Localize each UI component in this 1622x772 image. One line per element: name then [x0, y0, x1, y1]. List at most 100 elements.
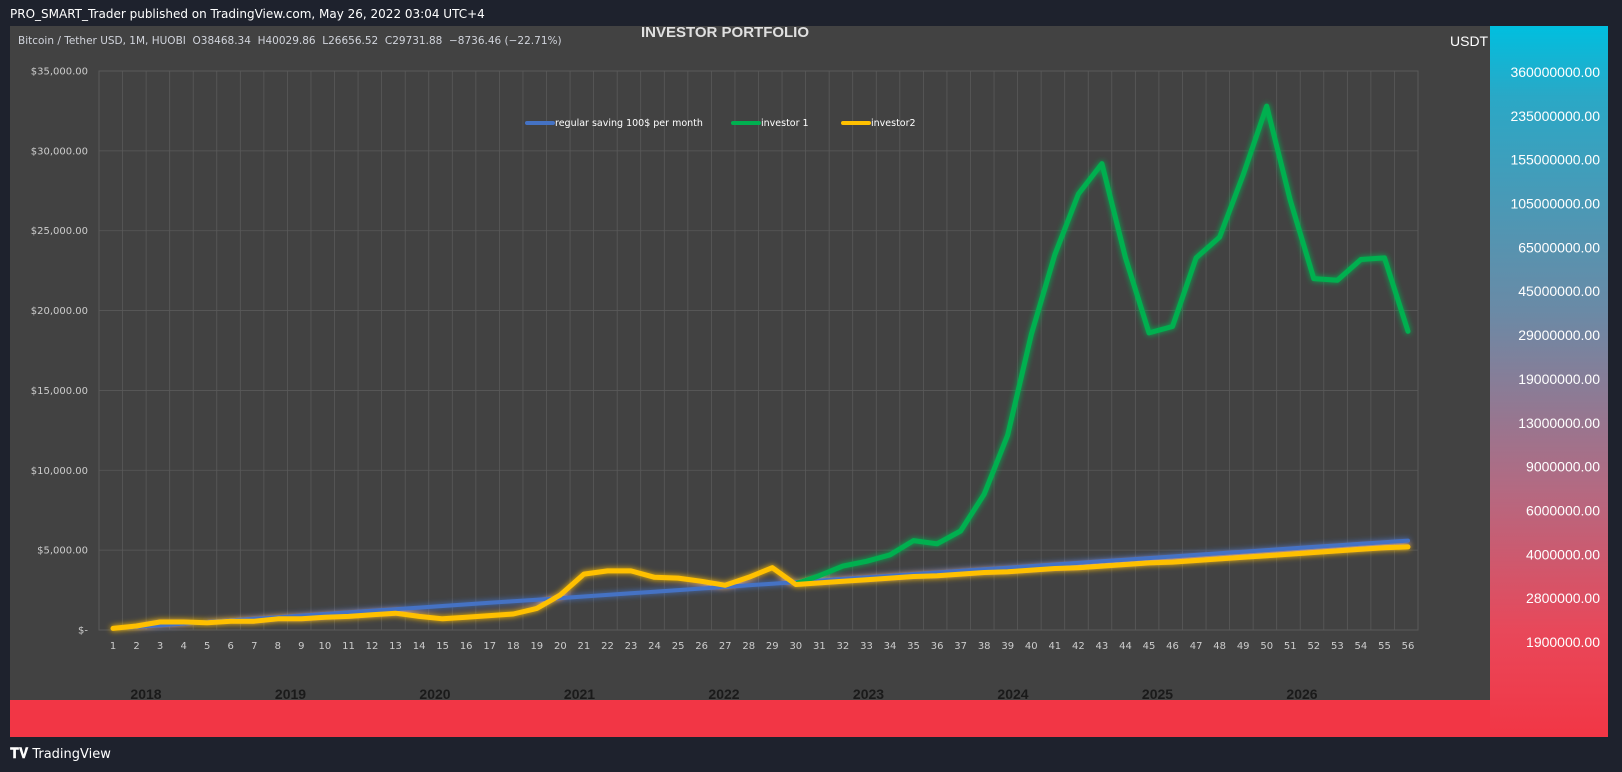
x-tick-label: 23 — [625, 641, 638, 652]
x-tick-label: 3 — [157, 641, 163, 652]
x-tick-label: 12 — [366, 641, 379, 652]
legend-label-3: investor2 — [871, 118, 916, 129]
x-tick-label: 33 — [860, 641, 873, 652]
x-tick-label: 18 — [507, 641, 520, 652]
x-tick-label: 41 — [1048, 641, 1061, 652]
right-axis-label: 105000000.00 — [1510, 196, 1600, 212]
x-tick-label: 48 — [1213, 641, 1226, 652]
chart-svg: $35,000.00 $30,000.00 $25,000.00 $20,000.00… — [18, 26, 1600, 702]
right-axis-label: 360000000.00 — [1510, 64, 1600, 80]
x-tick-label: 14 — [413, 641, 426, 652]
x-tick-label: 47 — [1190, 641, 1203, 652]
x-tick-label: 15 — [436, 641, 449, 652]
x-tick-label: 10 — [319, 641, 332, 652]
y-tick-label: $35,000.00 — [31, 67, 88, 78]
x-tick-label: 29 — [766, 641, 779, 652]
y-tick-label: $20,000.00 — [31, 306, 88, 317]
right-axis-label: 2800000.00 — [1526, 590, 1600, 606]
x-tick-label: 49 — [1237, 641, 1250, 652]
right-axis-label: 29000000.00 — [1518, 327, 1600, 343]
x-tick-label: 32 — [837, 641, 850, 652]
year-label: 2025 — [1142, 686, 1173, 702]
x-tick-label: 52 — [1307, 641, 1320, 652]
price-scale[interactable] — [1490, 26, 1608, 737]
year-label: 2024 — [997, 686, 1028, 702]
x-tick-label: 53 — [1331, 641, 1344, 652]
x-tick-label: 50 — [1260, 641, 1273, 652]
x-tick-label: 25 — [672, 641, 685, 652]
x-tick-label: 19 — [530, 641, 543, 652]
plot-area[interactable] — [10, 26, 1490, 700]
year-band — [10, 700, 1490, 737]
x-tick-label: 54 — [1355, 641, 1368, 652]
tradingview-logo-icon: 𝐓𝐕 — [10, 746, 29, 762]
x-tick-label: 56 — [1402, 641, 1415, 652]
x-tick-label: 31 — [813, 641, 826, 652]
x-tick-label: 13 — [389, 641, 402, 652]
year-label: 2023 — [853, 686, 884, 702]
x-tick-label: 1 — [110, 641, 116, 652]
series-line-3 — [110, 544, 1411, 631]
x-tick-label: 16 — [460, 641, 473, 652]
year-label: 2020 — [419, 686, 450, 702]
right-axis-label: 19000000.00 — [1518, 371, 1600, 387]
right-axis-label: 1900000.00 — [1526, 634, 1600, 650]
x-tick-label: 34 — [884, 641, 897, 652]
y-tick-label: $- — [78, 626, 88, 637]
x-tick-label: 55 — [1378, 641, 1391, 652]
y-tick-label: $30,000.00 — [31, 146, 88, 157]
x-tick-label: 28 — [742, 641, 755, 652]
chart-title: INVESTOR PORTFOLIO — [641, 26, 809, 41]
legend-label-1: regular saving 100$ per month — [555, 118, 703, 129]
series-line-1 — [111, 538, 1410, 631]
right-axis-label: 4000000.00 — [1526, 546, 1600, 562]
x-tick-label: 9 — [298, 641, 304, 652]
right-axis-label: 45000000.00 — [1518, 283, 1600, 299]
symbol-line: Bitcoin / Tether USD, 1M, HUOBI O38468.3… — [18, 35, 562, 47]
x-tick-label: 20 — [554, 641, 567, 652]
x-tick-label: 30 — [789, 641, 802, 652]
x-tick-label: 35 — [907, 641, 920, 652]
y-tick-label: $10,000.00 — [31, 466, 88, 477]
tradingview-footer[interactable]: 𝐓𝐕 TradingView — [10, 742, 111, 766]
x-tick-label: 17 — [483, 641, 496, 652]
right-axis-label: 9000000.00 — [1526, 459, 1600, 475]
right-axis-title: USDT — [1450, 33, 1489, 49]
x-tick-label: 21 — [578, 641, 591, 652]
y-tick-label: $15,000.00 — [31, 386, 88, 397]
x-tick-label: 4 — [180, 641, 186, 652]
plot-border — [98, 70, 1419, 631]
chart-frame: $35,000.00 $30,000.00 $25,000.00 $20,000.00… — [10, 26, 1608, 737]
y-tick-label: $5,000.00 — [37, 546, 88, 557]
x-tick-label: 51 — [1284, 641, 1297, 652]
x-tick-label: 36 — [931, 641, 944, 652]
y-tick-label: $25,000.00 — [31, 226, 88, 237]
x-tick-label: 8 — [275, 641, 281, 652]
right-axis-label: 235000000.00 — [1510, 108, 1600, 124]
right-axis-label: 13000000.00 — [1518, 415, 1600, 431]
x-tick-label: 44 — [1119, 641, 1132, 652]
x-tick-label: 46 — [1166, 641, 1179, 652]
x-tick-label: 7 — [251, 641, 257, 652]
x-tick-label: 24 — [648, 641, 661, 652]
x-tick-label: 22 — [601, 641, 614, 652]
legend-label-2: investor 1 — [761, 118, 809, 129]
x-tick-label: 6 — [228, 641, 234, 652]
x-tick-label: 26 — [695, 641, 708, 652]
x-tick-label: 40 — [1025, 641, 1038, 652]
year-label: 2018 — [130, 686, 161, 702]
year-label: 2019 — [275, 686, 306, 702]
right-axis-label: 65000000.00 — [1518, 239, 1600, 255]
x-tick-label: 45 — [1143, 641, 1156, 652]
x-tick-label: 5 — [204, 641, 210, 652]
x-tick-label: 38 — [978, 641, 991, 652]
year-label: 2022 — [708, 686, 739, 702]
x-tick-label: 43 — [1096, 641, 1109, 652]
right-axis-label: 155000000.00 — [1510, 152, 1600, 168]
x-tick-label: 27 — [719, 641, 732, 652]
x-tick-label: 39 — [1001, 641, 1014, 652]
x-tick-label: 11 — [342, 641, 355, 652]
tradingview-logo-text: TradingView — [32, 746, 111, 762]
series-line-2 — [793, 103, 1411, 587]
year-label: 2021 — [564, 686, 595, 702]
